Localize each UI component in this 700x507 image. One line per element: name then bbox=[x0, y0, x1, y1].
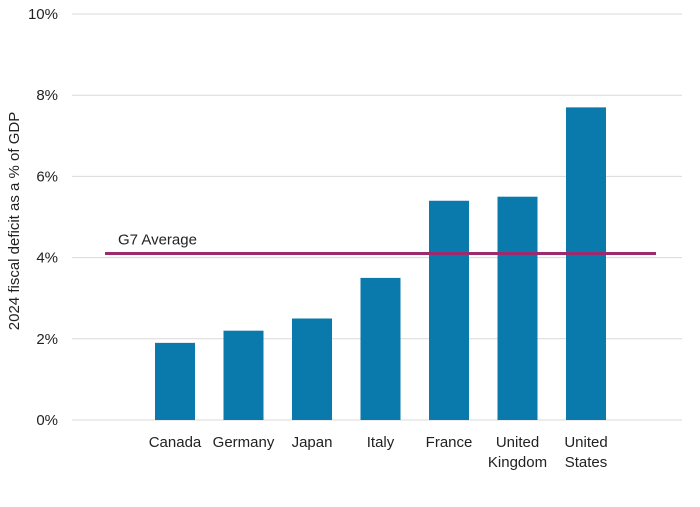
bar bbox=[429, 200, 469, 420]
bar bbox=[223, 330, 264, 420]
y-axis-ticks: 0% 2% 4% 6% 8% 10% bbox=[28, 6, 58, 429]
x-tick-label-line: Japan bbox=[292, 434, 333, 451]
y-tick-label: 0% bbox=[36, 412, 58, 429]
y-tick-label: 2% bbox=[36, 331, 58, 348]
x-tick-label-line: United bbox=[564, 434, 607, 451]
bars bbox=[155, 107, 606, 420]
x-tick-label-line: France bbox=[426, 434, 473, 451]
x-tick-label-line: States bbox=[565, 454, 608, 471]
y-tick-label: 10% bbox=[28, 6, 58, 23]
bar bbox=[155, 342, 195, 420]
y-tick-label: 6% bbox=[36, 168, 58, 185]
x-tick-label: Canada bbox=[149, 434, 202, 451]
bar bbox=[497, 196, 538, 420]
x-tick-label-line: Canada bbox=[149, 434, 202, 451]
category-labels: Canada Germany Japan Italy France United Kingd… bbox=[149, 434, 608, 471]
x-tick-label-line: Germany bbox=[213, 434, 275, 451]
x-tick-label: United States bbox=[564, 434, 607, 471]
x-tick-label: United Kingdom bbox=[488, 434, 547, 471]
y-tick-label: 8% bbox=[36, 87, 58, 104]
x-tick-label: Italy bbox=[367, 434, 395, 451]
g7-average-label: G7 Average bbox=[118, 232, 197, 249]
y-axis-title: 2024 fiscal deficit as a % of GDP bbox=[6, 112, 23, 330]
y-tick-label: 4% bbox=[36, 250, 58, 267]
x-tick-label-line: Italy bbox=[367, 434, 395, 451]
x-tick-label-line: United bbox=[496, 434, 539, 451]
bar bbox=[292, 318, 332, 420]
bar bbox=[360, 277, 401, 420]
x-tick-label: Germany bbox=[213, 434, 275, 451]
x-tick-label-line: Kingdom bbox=[488, 454, 547, 471]
bar bbox=[566, 107, 606, 420]
x-tick-label: Japan bbox=[292, 434, 333, 451]
x-tick-label: France bbox=[426, 434, 473, 451]
